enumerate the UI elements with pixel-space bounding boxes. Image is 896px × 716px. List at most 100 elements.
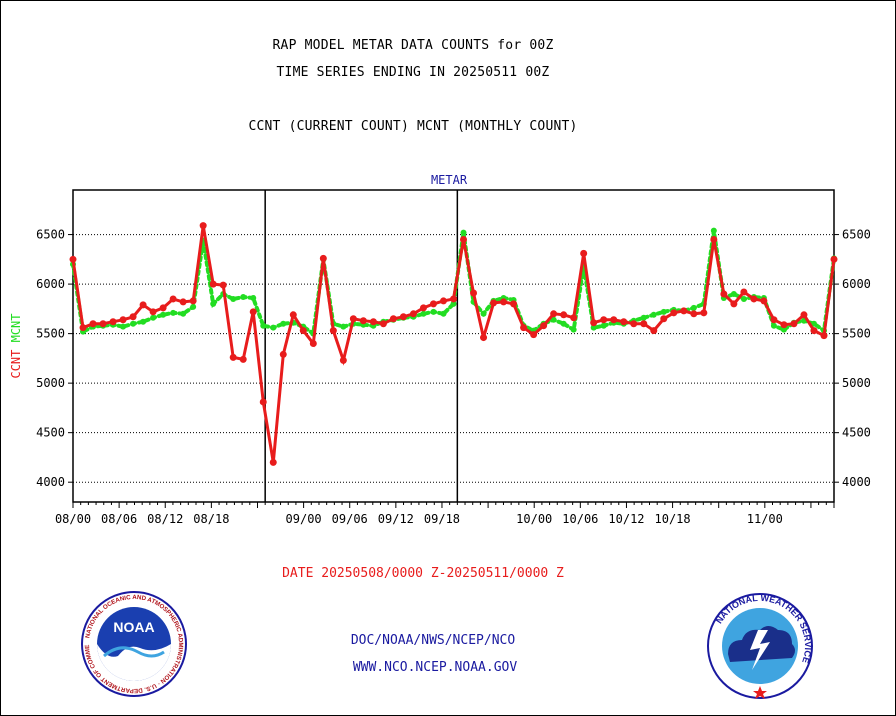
mcnt-point [150, 314, 157, 321]
y-tick-label-right: 5000 [842, 376, 871, 390]
x-tick-label: 09/18 [424, 512, 460, 526]
ccnt-point [349, 315, 357, 323]
ccnt-point [239, 355, 247, 363]
ccnt-point [259, 398, 267, 406]
ccnt-point [640, 320, 648, 328]
x-tick-label: 10/00 [516, 512, 552, 526]
y-axis-label-text: CCNT MCNT [9, 313, 23, 378]
mcnt-point [710, 227, 717, 234]
mcnt-point [190, 303, 197, 310]
nws-logo: NATIONAL WEATHER SERVICE [707, 593, 813, 699]
x-tick-label: 08/18 [193, 512, 229, 526]
chart-subtitle-legend: CCNT (CURRENT COUNT) MCNT (MONTHLY COUNT… [248, 119, 578, 134]
y-tick-label-right: 6000 [842, 277, 871, 291]
plot-area [72, 189, 835, 503]
noaa-logo: NOAA NATIONAL OCEANIC AND ATMOSPHERIC AD… [80, 590, 187, 697]
ccnt-point [810, 327, 818, 335]
ccnt-point [129, 313, 137, 321]
ccnt-point [439, 297, 447, 305]
ccnt-point [269, 458, 277, 466]
mcnt-point [660, 308, 667, 315]
mcnt-point [260, 322, 267, 329]
mcnt-point [600, 322, 607, 329]
ccnt-point [680, 307, 688, 315]
ccnt-point [69, 255, 77, 263]
ccnt-point [730, 300, 738, 308]
ccnt-point [770, 316, 778, 324]
ccnt-point [710, 236, 718, 244]
ccnt-point [299, 327, 307, 335]
mcnt-point [740, 295, 747, 302]
mcnt-point [420, 310, 427, 317]
ccnt-point [189, 297, 197, 305]
ccnt-point [79, 324, 87, 332]
mcnt-point [440, 310, 447, 317]
x-tick-label: 10/12 [608, 512, 644, 526]
mcnt-point [640, 314, 647, 321]
ccnt-point [399, 313, 407, 321]
mcnt-point [450, 300, 457, 307]
y-tick-label-left: 5000 [36, 376, 65, 390]
ccnt-point [169, 295, 177, 303]
y-tick-label-left: 4500 [36, 426, 65, 440]
ccnt-point [309, 340, 317, 348]
mcnt-point [460, 229, 467, 236]
mcnt-point [560, 320, 567, 327]
mcnt-point [240, 293, 247, 300]
mcnt-point [810, 320, 817, 327]
ccnt-point [650, 327, 658, 335]
mcnt-point [230, 295, 237, 302]
ccnt-point [790, 320, 798, 328]
ccnt-point [249, 308, 257, 316]
ccnt-point [359, 317, 367, 325]
ccnt-point [460, 236, 468, 244]
ccnt-point [89, 320, 97, 328]
ccnt-point [339, 356, 347, 364]
ccnt-point [409, 310, 417, 318]
website-link[interactable]: WWW.NCO.NCEP.NOAA.GOV [352, 660, 518, 675]
x-tick-label: 09/12 [378, 512, 414, 526]
ccnt-point [109, 318, 117, 326]
panel-title: METAR [431, 173, 468, 187]
y-tick-label-right: 6500 [842, 228, 871, 242]
ccnt-point [520, 324, 528, 332]
chart-title-line1: RAP MODEL METAR DATA COUNTS for 00Z [272, 38, 554, 53]
mcnt-point [690, 304, 697, 311]
mcnt-point [650, 311, 657, 318]
ccnt-point [490, 299, 498, 307]
ccnt-point [470, 289, 478, 297]
org-line: DOC/NOAA/NWS/NCEP/NCO [350, 633, 516, 648]
ccnt-point [670, 309, 678, 317]
ccnt-point [660, 315, 668, 323]
x-tick-label: 09/00 [286, 512, 322, 526]
ccnt-point [540, 322, 548, 330]
y-tick-label-left: 6500 [36, 228, 65, 242]
y-tick-label-left: 5500 [36, 327, 65, 341]
ccnt-point [429, 300, 437, 308]
ccnt-point [389, 315, 397, 323]
mcnt-point [340, 323, 347, 330]
ccnt-point [570, 314, 578, 322]
ccnt-point [740, 288, 748, 296]
star-icon [753, 686, 767, 699]
ccnt-point [369, 318, 377, 326]
ccnt-point [780, 321, 788, 329]
mcnt-point [590, 324, 597, 331]
mcnt-point [730, 291, 737, 297]
ccnt-point [159, 304, 167, 312]
y-tick-label-right: 5500 [842, 327, 871, 341]
mcnt-point [480, 310, 487, 317]
y-tick-label-right: 4500 [842, 426, 871, 440]
mcnt-point [130, 320, 137, 327]
ccnt-point [530, 331, 538, 339]
ccnt-point [830, 255, 838, 263]
y-axis-label: CCNT MCNT [9, 313, 23, 378]
ccnt-point [700, 309, 708, 317]
mcnt-point [180, 310, 187, 317]
y-tick-label-left: 6000 [36, 277, 65, 291]
ccnt-point [179, 298, 187, 306]
mcnt-point [210, 300, 217, 307]
ccnt-point [800, 311, 808, 319]
ccnt-point [620, 318, 628, 326]
